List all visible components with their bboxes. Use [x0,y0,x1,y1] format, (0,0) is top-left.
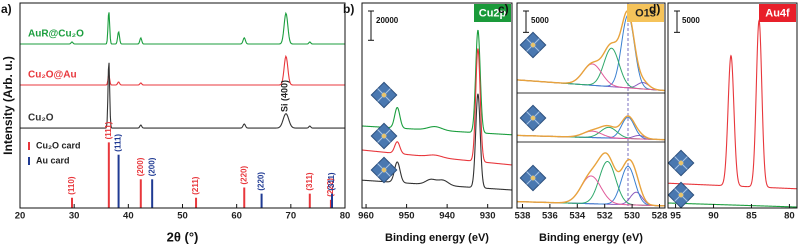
legend-label: Cu₂O card [36,140,81,150]
badge-label: O1s [635,7,656,19]
card-hkl-label: (200) [147,157,156,176]
y-axis-title: Intensity (Arb. u.) [1,56,15,155]
x-tick-label: 30 [69,211,80,222]
crystal-icon [519,31,547,59]
panel-label: b) [343,2,354,16]
fit-envelope [517,152,665,207]
fit-component [517,14,665,92]
x-tick-label: 40 [123,211,134,222]
x-tick-label: 80 [784,211,795,222]
crystal-icon [519,164,547,192]
x-tick-label: 50 [177,211,188,222]
x-tick-label: 95 [670,211,681,222]
x-tick-label: 90 [708,211,719,222]
x-tick-label: 80 [340,211,351,222]
spectrum-line [668,202,797,208]
series-label: Cu₂O [28,113,54,124]
panel-label: a) [1,2,12,16]
x-tick-label: 940 [439,211,455,222]
x-tick-label: 536 [542,211,558,222]
scale-bar-label: 5000 [682,16,700,25]
badge-label: Cu2p [479,7,507,19]
x-tick-label: 85 [746,211,757,222]
x-tick-label: 530 [624,211,640,222]
badge-background [474,4,511,22]
card-hkl-label: (220) [257,172,266,191]
panel-label: d) [649,2,660,16]
card-hkl-label: (222) [326,178,335,197]
icon-dot [530,115,536,121]
card-hkl-label: (110) [67,176,76,195]
scale-bar-label: 20000 [376,16,399,25]
x-tick-label: 960 [358,211,374,222]
icon-dot [530,42,536,48]
scale-bar-label: 5000 [531,16,549,25]
crystal-icon [370,122,398,150]
x-tick-label: 534 [569,211,586,222]
x-tick-label: 950 [399,211,415,222]
fit-envelope [517,10,665,92]
x-axis-title: 2θ (°) [167,229,199,244]
plot-area [517,3,665,208]
crystal-icon [370,81,398,109]
icon-dot [530,175,536,181]
spectrum-line [668,18,797,190]
x-tick-label: 930 [480,211,496,222]
plot-area [20,11,345,129]
badge-background [627,4,664,22]
series-label: AuR@Cu₂O [28,29,84,40]
x-tick-label: 60 [231,211,242,222]
card-hkl-label: (111) [114,134,123,152]
x-axis-title: Binding energy (eV) [539,232,643,244]
card-hkl-label: (211) [191,176,200,195]
card-hkl-label: (200) [136,157,145,176]
panel-label: c) [498,2,509,16]
series-label: Cu₂O@Au [28,70,77,81]
plot-frame [667,2,798,209]
plot-area [668,18,797,208]
peak-annotation: Si (400) [279,80,289,112]
x-tick-label: 532 [597,211,613,222]
x-tick-label: 528 [652,211,668,222]
spectrum-line [20,11,345,45]
card-hkl-label: (220) [239,165,248,184]
badge-background [759,4,796,22]
fit-envelope [517,115,665,141]
crystal-icon [667,149,695,177]
crystal-icon [370,156,398,184]
spectrum-line [20,62,345,129]
x-tick-label: 70 [286,211,297,222]
plot-frame [361,2,513,209]
icon-dot [678,160,684,166]
spectrum-line [362,93,512,191]
card-hkl-label: (311) [327,172,336,191]
icon-dot [678,192,684,198]
crystal-icon [667,181,695,209]
x-axis-title: Binding energy (eV) [385,232,489,244]
x-tick-label: 538 [515,211,531,222]
spectrum-line [362,48,512,166]
spectrum-line [20,54,345,86]
legend-label: Au card [36,155,70,165]
plot-frame [516,2,666,209]
card-hkl-label: (111) [104,121,113,139]
card-hkl-label: (311) [305,172,314,191]
x-tick-label: 20 [15,211,26,222]
crystal-icon [519,104,547,132]
badge-label: Au4f [765,7,790,19]
